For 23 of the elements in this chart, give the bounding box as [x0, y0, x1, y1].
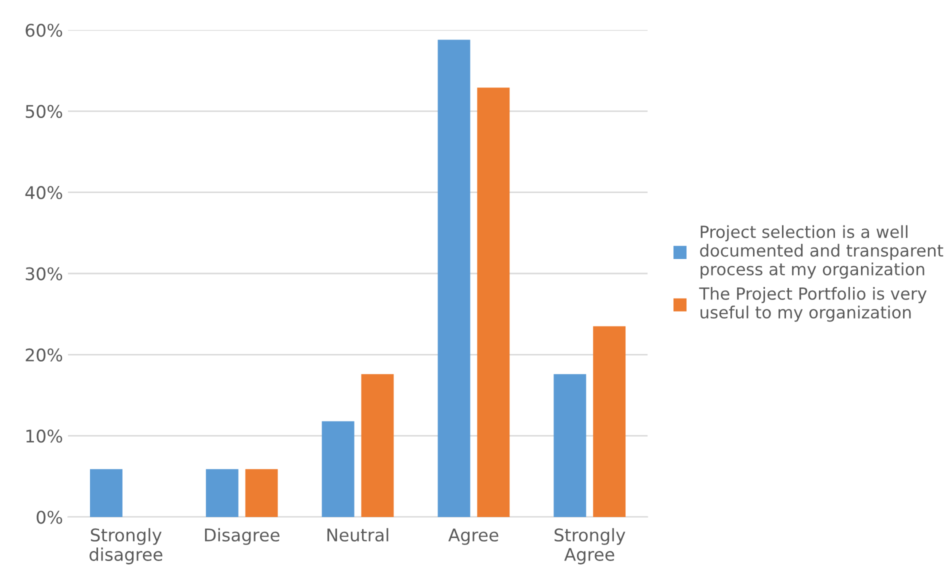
y-tick-label: 30% — [26, 267, 62, 280]
x-tick-label: Neutral — [327, 528, 388, 542]
x-tick-label: Agree — [448, 528, 498, 545]
y-tick-label: 20% — [26, 348, 62, 362]
legend-label: Project selection is a well documented and transparent process at my organization — [700, 225, 944, 279]
bar — [554, 374, 586, 517]
bar — [361, 374, 394, 517]
legend-label: The Project Portfolio is very useful to my organization — [699, 286, 927, 322]
bar — [593, 326, 626, 517]
x-tick-label: Disagree — [205, 528, 280, 545]
y-tick-label: 60% — [26, 24, 62, 37]
bar — [245, 469, 278, 517]
y-tick-label: 10% — [26, 430, 62, 443]
y-tick-label: 50% — [26, 104, 62, 118]
x-tick-label: Strongly disagree — [90, 528, 162, 564]
y-tick-label: 40% — [25, 186, 62, 200]
bar — [438, 40, 470, 517]
bar — [322, 421, 354, 517]
x-tick-label: Strongly Agree — [554, 528, 626, 564]
bar — [90, 469, 122, 517]
bar — [206, 469, 238, 517]
bar — [477, 88, 510, 517]
y-tick-label: 0% — [36, 510, 62, 524]
